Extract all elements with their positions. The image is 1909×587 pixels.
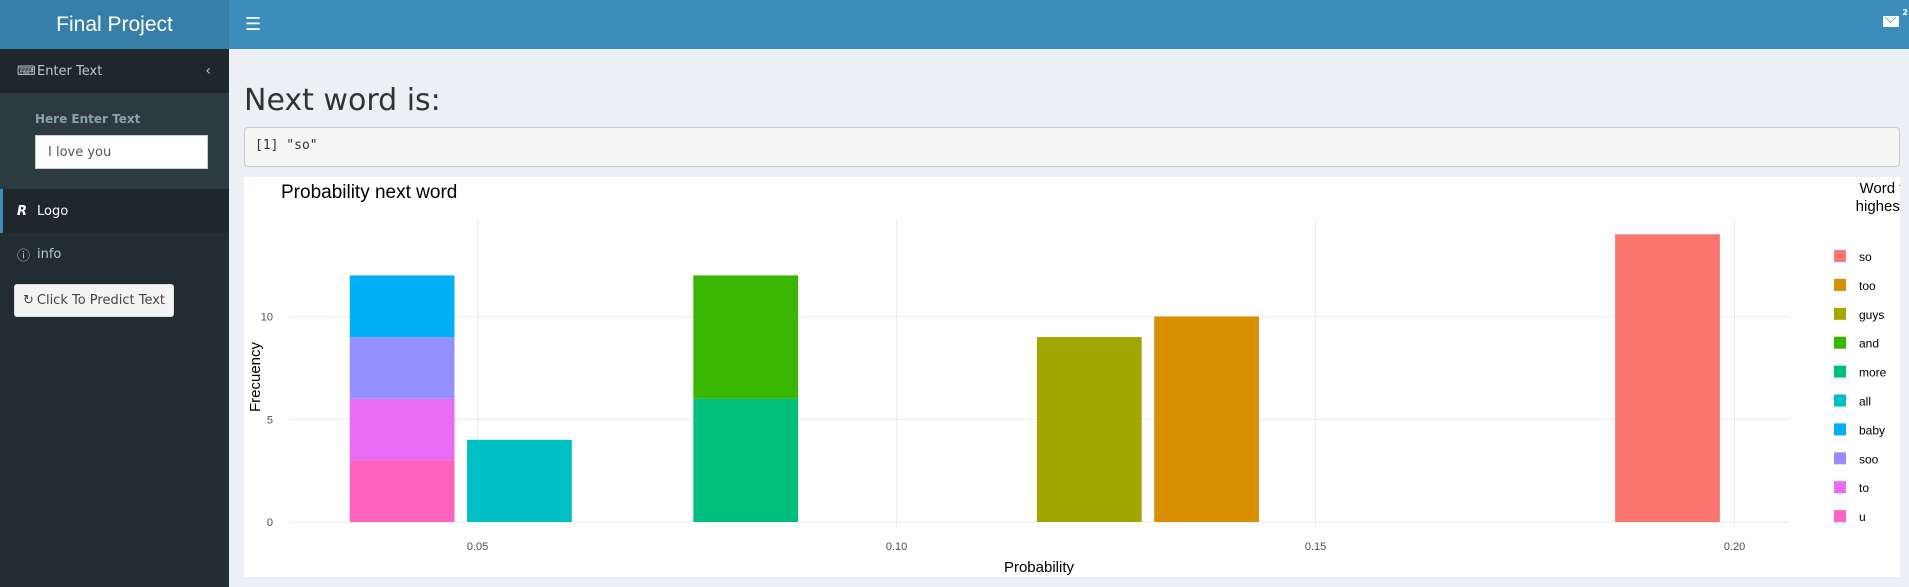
y-tick-label: 10	[261, 312, 273, 324]
x-axis-label: Probability	[1004, 559, 1075, 576]
legend-swatch-all	[1834, 394, 1846, 407]
prediction-output: [1] "so"	[244, 127, 1900, 167]
bar-soo	[349, 337, 455, 399]
sidebar: ⌨ Enter Text ‹ Here Enter Text R Logo ⓘ …	[0, 49, 229, 587]
legend-label: so	[1859, 250, 1872, 264]
r-logo-icon: R	[17, 203, 28, 219]
x-tick-label: 0.20	[1724, 541, 1745, 553]
info-circle-icon: ⓘ	[17, 249, 31, 264]
mail-badge: 2	[1902, 8, 1908, 17]
x-tick-label: 0.10	[886, 541, 907, 553]
bar-guys	[1036, 337, 1142, 522]
legend-swatch-u	[1834, 510, 1846, 523]
refresh-icon: ↻	[22, 293, 34, 308]
chart-title: Probability next word	[281, 182, 457, 203]
x-tick-label: 0.15	[1305, 541, 1326, 553]
bar-u	[349, 460, 455, 522]
envelope-icon[interactable]	[1883, 16, 1899, 27]
bar-to	[349, 398, 455, 461]
legend-label: to	[1859, 481, 1869, 495]
bar-all	[467, 439, 572, 522]
legend-label: more	[1859, 366, 1887, 380]
y-tick-label: 5	[267, 414, 273, 426]
y-tick-label: 0	[267, 517, 273, 529]
app-title[interactable]: Final Project	[0, 0, 229, 49]
bar-more	[693, 398, 799, 522]
legend-label: too	[1859, 279, 1876, 293]
y-axis-label: Frecuency	[247, 341, 264, 412]
legend-title: highest t	[1856, 198, 1900, 215]
sidebar-item-label: Enter Text	[37, 63, 103, 79]
input-label: Here Enter Text	[35, 112, 141, 126]
sidebar-item-label: info	[37, 247, 62, 262]
page-title: Next word is:	[244, 83, 441, 118]
chart-svg: 0 5 10 0.05 0.10 0.15 0.20 Probability next wor…	[247, 180, 1900, 576]
sidebar-item-info[interactable]: ⓘ info	[0, 233, 229, 276]
bar-so	[1615, 234, 1720, 523]
legend-swatch-to	[1834, 481, 1846, 494]
bar-and	[693, 275, 799, 399]
x-tick-label: 0.05	[467, 541, 488, 553]
legend-label: and	[1859, 337, 1879, 351]
bar-too	[1154, 316, 1259, 522]
legend-label: soo	[1859, 452, 1879, 466]
chevron-left-icon[interactable]: ‹	[205, 63, 211, 79]
legend-title: Word fr	[1860, 180, 1900, 197]
sidebar-item-label: Logo	[37, 203, 69, 219]
legend-swatch-guys	[1834, 307, 1846, 320]
predict-button[interactable]: ↻ Click To Predict Text	[14, 284, 174, 317]
probability-chart: 0 5 10 0.05 0.10 0.15 0.20 Probability next wor…	[244, 177, 1900, 577]
sidebar-item-enter-text[interactable]: ⌨ Enter Text ‹	[0, 49, 229, 93]
hamburger-icon[interactable]: ☰	[245, 14, 262, 35]
top-navbar: ☰ 2	[229, 0, 1909, 49]
text-input-panel: Here Enter Text	[0, 93, 229, 189]
keyboard-icon: ⌨	[17, 63, 36, 79]
predict-button-label: Click To Predict Text	[36, 293, 166, 308]
legend-swatch-too	[1834, 278, 1846, 291]
legend-swatch-soo	[1834, 452, 1846, 465]
legend-swatch-and	[1834, 336, 1846, 349]
legend-label: guys	[1859, 308, 1884, 322]
legend-swatch-more	[1834, 365, 1846, 378]
legend-label: u	[1859, 510, 1866, 524]
legend-swatch-baby	[1834, 423, 1846, 436]
text-input[interactable]	[35, 135, 208, 169]
legend-label: all	[1859, 395, 1871, 409]
sidebar-item-logo[interactable]: R Logo	[0, 189, 229, 233]
legend-label: baby	[1859, 423, 1885, 437]
legend-swatch-so	[1834, 250, 1846, 262]
bar-baby	[349, 275, 455, 338]
